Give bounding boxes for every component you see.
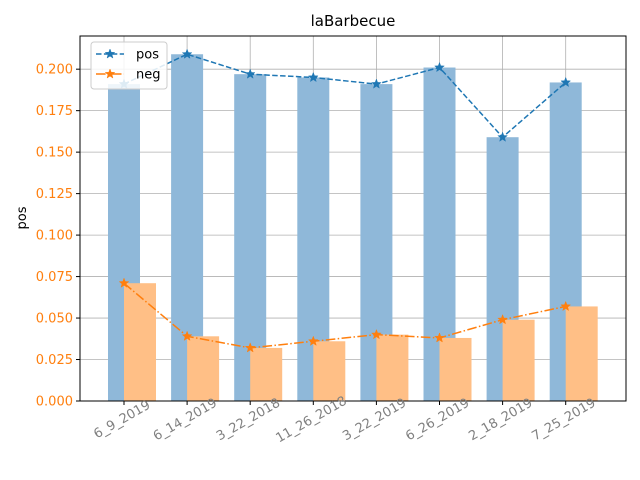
bar-neg bbox=[376, 334, 409, 401]
y-tick-label: 0.200 bbox=[36, 63, 73, 78]
legend-label-pos: pos bbox=[136, 48, 159, 63]
point-neg bbox=[118, 277, 130, 288]
bar-neg bbox=[124, 283, 156, 401]
point-neg bbox=[434, 332, 445, 343]
y-tick-label: 0.000 bbox=[36, 395, 73, 410]
bar-neg bbox=[250, 347, 283, 401]
grid bbox=[80, 36, 626, 402]
x-tick-label: 7_25_2019 bbox=[529, 396, 598, 444]
line-neg bbox=[123, 282, 566, 349]
point-pos bbox=[497, 131, 509, 142]
x-tick-label: 6_26_2019 bbox=[403, 396, 472, 444]
bar-neg bbox=[502, 319, 535, 401]
point-neg bbox=[307, 335, 319, 346]
y-tick-label: 0.100 bbox=[36, 229, 73, 244]
y-axis-ticks: 0.000 0.025 0.050 0.075 0.100 0.125 0.150 0.175… bbox=[36, 63, 80, 410]
bar-neg bbox=[565, 306, 598, 401]
point-neg bbox=[181, 330, 193, 341]
point-pos bbox=[244, 68, 256, 79]
legend-marker-neg bbox=[104, 68, 116, 79]
series-lines bbox=[118, 48, 572, 353]
legend-label-neg: neg bbox=[136, 68, 161, 83]
plot-frame bbox=[79, 35, 627, 402]
point-neg bbox=[497, 313, 509, 325]
x-tick-label: 6_14_2019 bbox=[151, 396, 220, 444]
y-axis-label: pos bbox=[15, 206, 30, 229]
point-pos bbox=[560, 76, 572, 88]
point-pos bbox=[370, 78, 382, 89]
x-tick-label: 6_9_2019 bbox=[91, 398, 153, 442]
bar-neg bbox=[187, 336, 220, 401]
line-pos bbox=[123, 53, 567, 139]
bar-neg bbox=[439, 337, 472, 401]
point-pos bbox=[307, 71, 319, 83]
x-tick-label: 3_22_2018 bbox=[214, 396, 283, 444]
y-tick-label: 0.175 bbox=[36, 104, 73, 119]
point-neg bbox=[560, 300, 572, 312]
x-tick-label: 3_22_2019 bbox=[340, 396, 409, 444]
legend: pos neg bbox=[90, 41, 168, 90]
legend-marker-pos bbox=[104, 48, 116, 59]
x-axis-ticks: 6_9_20196_14_20193_22_201811_26_20183_22… bbox=[91, 394, 598, 447]
point-neg bbox=[370, 328, 382, 340]
point-pos bbox=[434, 61, 445, 73]
x-tick-label: 11_26_2018 bbox=[274, 394, 350, 447]
x-tick-label: 2_18_2019 bbox=[466, 396, 535, 444]
y-tick-label: 0.150 bbox=[36, 146, 73, 161]
bar-neg bbox=[313, 341, 346, 401]
point-neg bbox=[244, 342, 256, 353]
y-tick-label: 0.125 bbox=[36, 187, 73, 202]
bars bbox=[108, 54, 598, 402]
y-tick-label: 0.075 bbox=[36, 270, 73, 285]
y-tick-label: 0.050 bbox=[36, 312, 73, 327]
y-tick-label: 0.025 bbox=[36, 353, 73, 368]
point-pos bbox=[181, 48, 193, 59]
chart-title: laBarbecue bbox=[311, 12, 396, 30]
